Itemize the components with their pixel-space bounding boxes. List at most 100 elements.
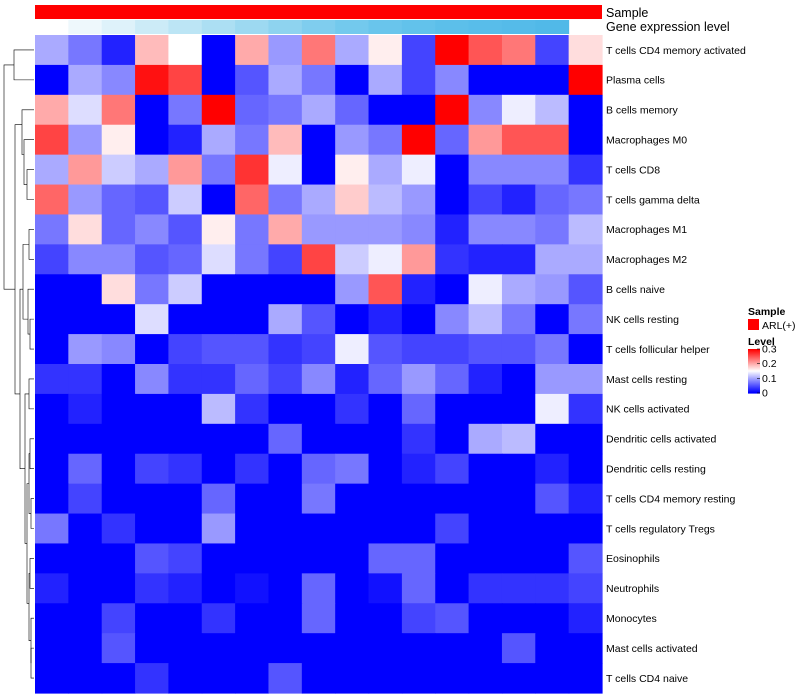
- dendrogram-branch: [28, 378, 34, 410]
- heatmap-cell: [101, 35, 136, 66]
- heatmap-cell: [268, 244, 303, 275]
- heatmap-cell: [301, 364, 336, 395]
- heatmap-cell: [35, 364, 69, 395]
- heatmap-cell: [135, 543, 170, 574]
- row-label: Eosinophils: [606, 553, 660, 565]
- legend-color-step: [748, 362, 760, 364]
- expression-annotation-label: Gene expression level: [606, 20, 730, 34]
- heatmap-cell: [568, 663, 603, 694]
- heatmap-cell: [401, 64, 436, 96]
- heatmap-cell: [268, 393, 303, 425]
- heatmap-cell: [368, 603, 403, 634]
- heatmap-cell: [401, 304, 436, 335]
- heatmap-cell: [368, 184, 403, 216]
- heatmap-cell: [335, 543, 370, 574]
- heatmap-cell: [435, 274, 470, 305]
- legend-color-step: [748, 377, 760, 379]
- heatmap-cell: [335, 393, 370, 425]
- heatmap-cell: [168, 663, 203, 694]
- heatmap-cell: [501, 573, 536, 604]
- heatmap-cell: [368, 64, 403, 96]
- heatmap-cell: [35, 543, 69, 574]
- heatmap-cell: [301, 64, 336, 96]
- heatmap-cell: [268, 453, 303, 485]
- heatmap-cell: [235, 154, 270, 186]
- heatmap-cell: [35, 274, 69, 305]
- heatmap-cell: [335, 573, 370, 604]
- heatmap-cell: [301, 603, 336, 634]
- legend-color-step: [748, 372, 760, 374]
- heatmap-cell: [135, 244, 170, 275]
- heatmap-cell: [468, 184, 503, 216]
- heatmap-cell: [68, 304, 103, 335]
- sample-annotation-bar: [35, 5, 602, 19]
- heatmap-cell: [501, 453, 536, 485]
- heatmap-cell: [201, 633, 236, 664]
- heatmap-cell: [335, 214, 370, 245]
- heatmap-cell: [68, 244, 103, 275]
- heatmap-cell: [568, 453, 603, 485]
- heatmap-cell: [368, 423, 403, 455]
- heatmap-cell: [435, 35, 470, 66]
- heatmap-cell: [368, 573, 403, 604]
- expression-annotation-cell: [535, 20, 570, 34]
- heatmap-cell: [501, 244, 536, 275]
- heatmap-cell: [101, 453, 136, 485]
- heatmap-cell: [435, 64, 470, 96]
- heatmap-cell: [535, 304, 570, 335]
- legend-color-step: [748, 368, 760, 370]
- row-label: T cells gamma delta: [606, 194, 700, 206]
- heatmap-cell: [201, 543, 236, 574]
- heatmap-cell: [335, 35, 370, 66]
- heatmap-cell: [301, 573, 336, 604]
- heatmap-cell: [568, 274, 603, 305]
- heatmap-cell: [35, 663, 69, 694]
- heatmap-cell: [568, 244, 603, 275]
- dendrogram-branch: [30, 617, 34, 664]
- legend-ticks: 0.3 0.2 0.1 0: [757, 344, 777, 400]
- heatmap-cell: [68, 393, 103, 425]
- heatmap-cell: [235, 603, 270, 634]
- heatmap-cell: [101, 663, 136, 694]
- heatmap-cell: [68, 573, 103, 604]
- legend-color-step: [748, 374, 760, 376]
- heatmap-cell: [468, 663, 503, 694]
- heatmap-cell: [401, 663, 436, 694]
- row-label: Dendritic cells activated: [606, 434, 716, 446]
- dendrogram-branch: [26, 169, 34, 200]
- heatmap-cell: [301, 513, 336, 545]
- legend-color-step: [748, 356, 760, 358]
- heatmap-cell: [101, 64, 136, 96]
- heatmap-cell: [268, 274, 303, 305]
- heatmap-cell: [201, 214, 236, 245]
- legend-color-bar: [748, 349, 760, 394]
- heatmap-cell: [268, 423, 303, 455]
- legend: Sample ARL(+) Level 0.3 0.2 0.1 0: [748, 306, 796, 400]
- heatmap-cell: [168, 304, 203, 335]
- heatmap-cell: [435, 184, 470, 216]
- heatmap-cell: [135, 663, 170, 694]
- heatmap-cell: [335, 64, 370, 96]
- expression-annotation-cell: [268, 20, 303, 34]
- heatmap-cell: [235, 184, 270, 216]
- heatmap-cell: [435, 304, 470, 335]
- heatmap-cell: [68, 35, 103, 66]
- heatmap-cell: [235, 513, 270, 545]
- heatmap-cell: [535, 64, 570, 96]
- heatmap-cell: [335, 513, 370, 545]
- legend-color-step: [748, 354, 760, 356]
- legend-sample-entry: ARL(+): [762, 320, 796, 332]
- legend-color-step: [748, 389, 760, 391]
- heatmap-cell: [301, 154, 336, 186]
- dendrogram-branch: [22, 244, 29, 320]
- heatmap-cell: [201, 304, 236, 335]
- heatmap-cell: [568, 423, 603, 455]
- heatmap-cell: [101, 513, 136, 545]
- heatmap-cell: [568, 334, 603, 365]
- heatmap-cell: [168, 364, 203, 395]
- heatmap-cell: [135, 483, 170, 515]
- heatmap-cell: [568, 603, 603, 634]
- heatmap-cell: [268, 64, 303, 96]
- heatmap-cell: [68, 94, 103, 126]
- heatmap-cell: [301, 124, 336, 156]
